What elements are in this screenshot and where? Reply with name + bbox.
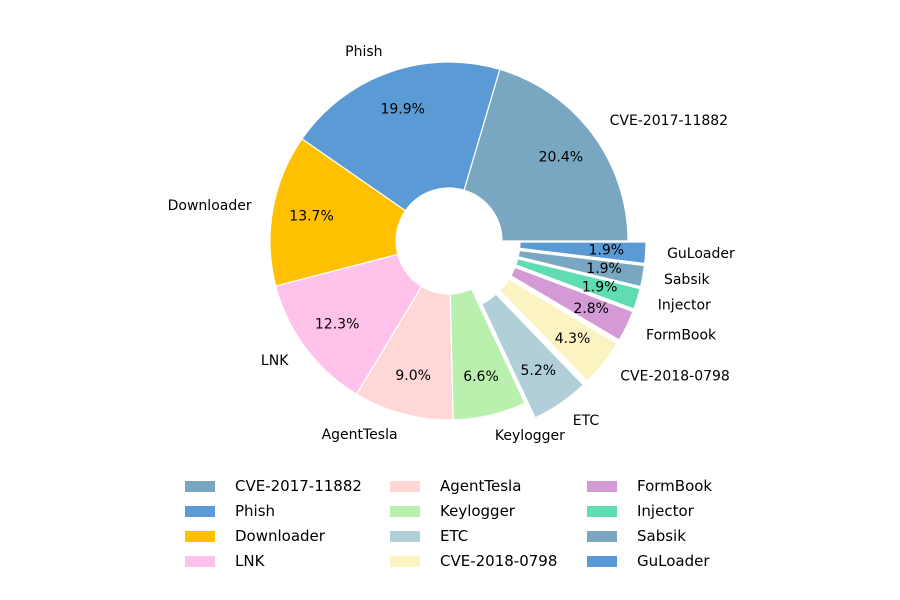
slice-label-formbook: FormBook [646,327,717,343]
legend-swatch [390,556,420,567]
legend-swatch [587,556,617,567]
legend-label: CVE-2018-0798 [440,552,558,570]
legend-swatch [390,506,420,517]
legend-swatch [587,531,617,542]
slice-label-injector: Injector [658,297,711,313]
legend-swatch [390,481,420,492]
slice-label-etc: ETC [573,413,600,429]
slice-label-cve-2017-11882: CVE-2017-11882 [610,113,728,129]
slice-label-phish: Phish [345,44,382,60]
pct-label-injector: 1.9% [582,279,618,295]
slice-label-sabsik: Sabsik [664,272,711,288]
slice-etc [480,293,585,419]
slice-cve-2018-0798 [498,278,618,383]
slices-layer [269,61,647,421]
legend-label: Keylogger [440,502,515,520]
slice-label-lnk: LNK [261,353,289,369]
pct-label-cve-2017-11882: 20.4% [539,149,583,165]
slice-label-cve-2018-0798: CVE-2018-0798 [620,369,730,385]
legend-swatch [587,481,617,492]
slice-label-downloader: Downloader [168,198,252,214]
legend-label: LNK [235,552,265,570]
legend-label: ETC [440,527,469,545]
pct-label-keylogger: 6.6% [463,369,499,385]
legend-label: Sabsik [637,527,686,545]
slice-sabsik [517,249,646,288]
slice-label-guloader: GuLoader [667,246,735,262]
legend-label: Injector [637,502,694,520]
slice-guloader [518,241,647,265]
slice-label-agenttesla: AgentTesla [322,427,398,443]
pct-label-agenttesla: 9.0% [395,368,431,384]
legend-swatch [185,556,215,567]
legend-label: GuLoader [637,552,710,570]
pct-label-cve-2018-0798: 4.3% [555,331,591,347]
slice-keylogger [449,288,526,421]
chart-legend: CVE-2017-11882 Phish Downloader LNK AgentTes… [185,474,745,584]
legend-label: Phish [235,502,276,520]
pct-label-lnk: 12.3% [315,317,359,333]
legend-swatch [185,481,215,492]
legend-swatch [390,531,420,542]
slice-downloader [269,138,407,287]
slice-formbook [510,266,634,341]
legend-label: FormBook [637,477,713,495]
legend-label: AgentTesla [440,477,522,495]
legend-label: CVE-2017-11882 [235,477,362,495]
pct-label-phish: 19.9% [380,101,424,117]
pct-label-downloader: 13.7% [289,209,333,225]
slice-phish [301,61,501,212]
pct-label-sabsik: 1.9% [586,261,622,277]
labels-layer: 20.4% CVE-2017-11882 19.9% Phish 13.7% Downlo… [168,44,735,444]
legend-swatch [185,531,215,542]
slice-cve-2017-11882 [463,68,629,242]
pct-label-guloader: 1.9% [589,242,625,258]
slice-injector [515,258,641,310]
legend-swatch [185,506,215,517]
legend-label: Downloader [235,527,325,545]
slice-lnk [275,253,423,396]
slice-label-keylogger: Keylogger [495,428,565,444]
legend-swatch [587,506,617,517]
pct-label-formbook: 2.8% [573,301,609,317]
slice-agenttesla [355,285,454,421]
pct-label-etc: 5.2% [520,363,556,379]
